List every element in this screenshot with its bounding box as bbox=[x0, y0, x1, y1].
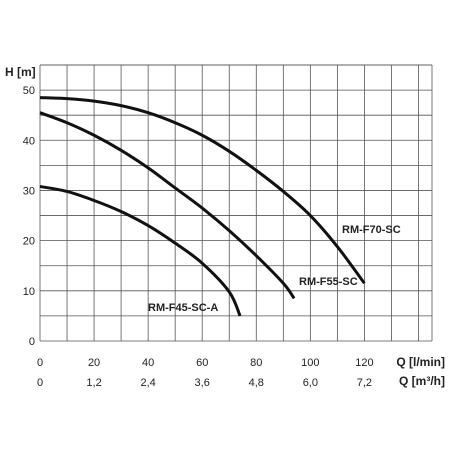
x-tick-label-m3h: 6,0 bbox=[303, 377, 318, 389]
x-tick-label-lmin: 80 bbox=[250, 357, 262, 369]
y-tick-label: 50 bbox=[23, 85, 35, 97]
x-tick-label-lmin: 20 bbox=[88, 357, 100, 369]
labels: 0102030405000201,2402,4603,6804,81006,01… bbox=[23, 85, 401, 389]
x-axis-title-m3h: Q [m³/h] bbox=[399, 374, 445, 388]
x-tick-label-m3h: 0 bbox=[37, 377, 43, 389]
curves bbox=[39, 96, 366, 317]
y-tick-label: 40 bbox=[23, 135, 35, 147]
curve-rm-f45-sc-a bbox=[39, 184, 242, 317]
y-tick-label: 30 bbox=[23, 185, 35, 197]
x-tick-label-lmin: 120 bbox=[355, 357, 373, 369]
x-tick-label-m3h: 7,2 bbox=[357, 377, 372, 389]
grid bbox=[39, 64, 433, 342]
curve-label-rm-f70-sc: RM-F70-SC bbox=[342, 224, 401, 236]
curve-label-rm-f55-sc: RM-F55-SC bbox=[299, 276, 358, 288]
x-tick-label-m3h: 3,6 bbox=[195, 377, 210, 389]
x-tick-label-lmin: 100 bbox=[301, 357, 319, 369]
x-tick-label-m3h: 4,8 bbox=[249, 377, 264, 389]
x-tick-label-lmin: 60 bbox=[196, 357, 208, 369]
y-tick-label: 10 bbox=[23, 286, 35, 298]
x-tick-label-lmin: 0 bbox=[37, 357, 43, 369]
y-axis-title: H [m] bbox=[5, 65, 36, 79]
y-tick-label: 0 bbox=[29, 336, 35, 348]
x-tick-label-m3h: 2,4 bbox=[140, 377, 155, 389]
x-tick-label-m3h: 1,2 bbox=[86, 377, 101, 389]
curve-label-rm-f45-sc-a: RM-F45-SC-A bbox=[148, 302, 218, 314]
curve-rm-f55-sc bbox=[39, 111, 296, 300]
y-tick-label: 20 bbox=[23, 236, 35, 248]
x-tick-label-lmin: 40 bbox=[142, 357, 154, 369]
curve-rm-f70-sc bbox=[39, 96, 366, 285]
x-axis-title-lmin: Q [l/min] bbox=[396, 355, 445, 369]
